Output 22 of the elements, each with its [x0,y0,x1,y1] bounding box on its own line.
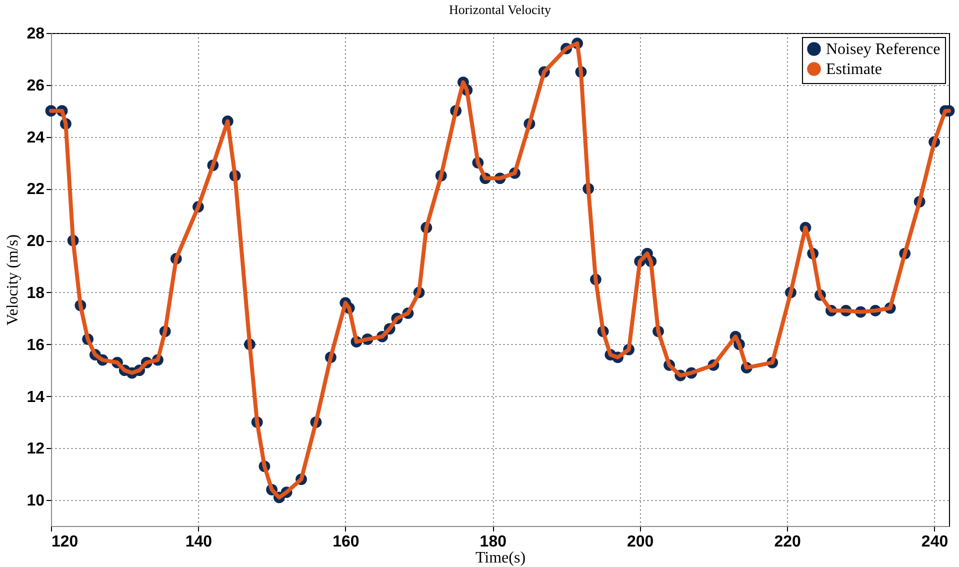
y-tick-label: 14 [26,388,45,406]
y-tick-label: 26 [26,77,45,94]
x-tick-label: 200 [627,534,654,550]
x-tick-label: 140 [185,534,212,550]
y-tick-label: 10 [26,492,45,510]
legend-label: Estimate [826,61,882,78]
chart-title: Horizontal Velocity [449,2,552,17]
y-tick-label: 20 [26,233,45,250]
y-tick-label: 16 [26,336,45,354]
x-tick-label: 120 [52,534,78,550]
x-axis-title: Time(s) [475,550,526,566]
y-tick-label: 18 [26,284,45,302]
y-axis-title: Velocity (m/s) [4,234,22,326]
x-tick-label: 220 [774,534,802,550]
x-tick-label: 180 [480,534,507,550]
legend-label: Noisey Reference [826,41,940,58]
y-tick-label: 12 [26,440,45,458]
x-tick-label: 160 [332,534,360,550]
y-tick-label: 28 [26,26,45,42]
y-tick-label: 22 [26,181,45,198]
y-tick-label: 24 [26,129,45,146]
x-tick-label: 240 [921,534,948,550]
